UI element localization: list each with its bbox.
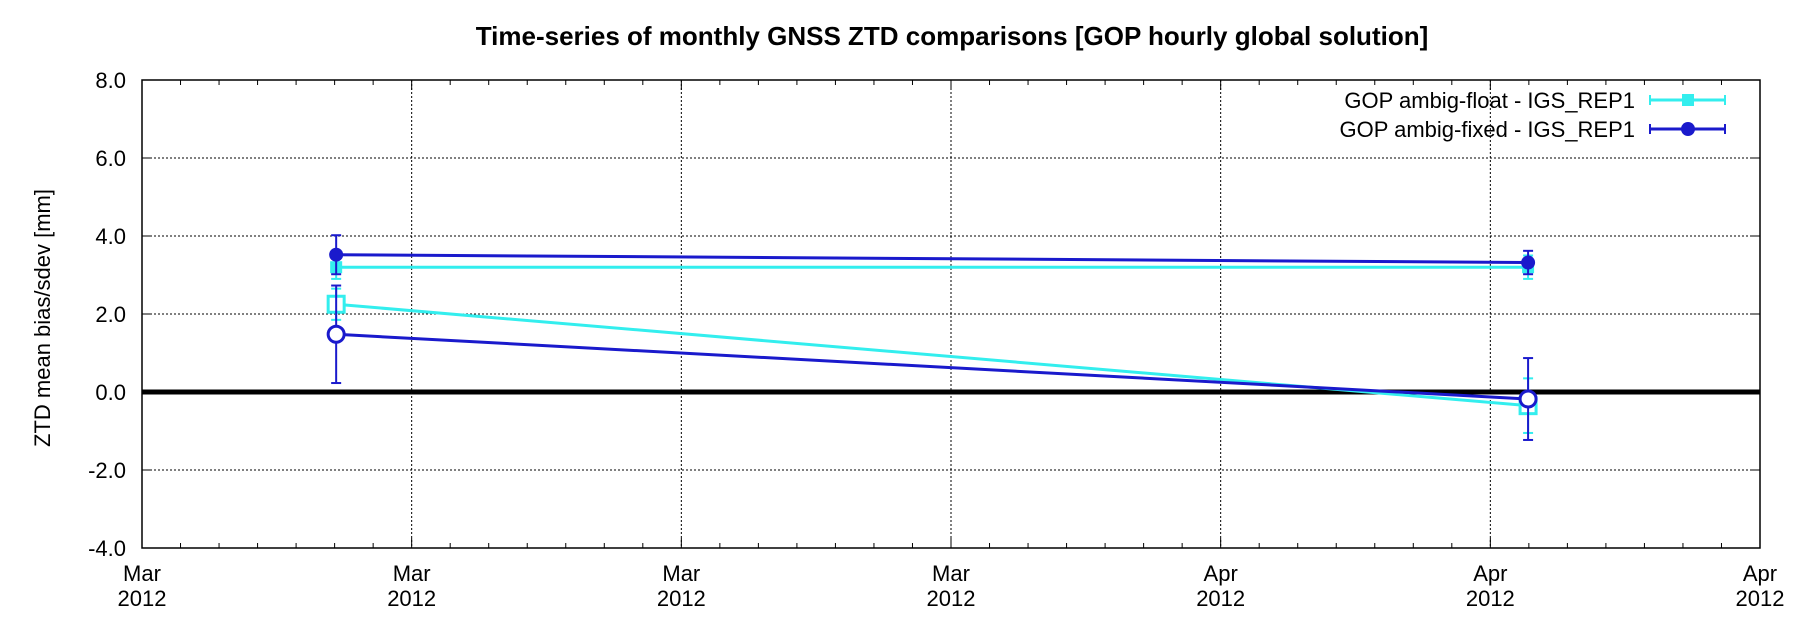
x-tick-label-month: Apr xyxy=(1743,561,1777,586)
legend-label: GOP ambig-float - IGS_REP1 xyxy=(1344,88,1635,113)
x-tick-label-month: Mar xyxy=(662,561,700,586)
x-tick-label-month: Apr xyxy=(1473,561,1507,586)
x-tick-label-year: 2012 xyxy=(1466,586,1515,611)
x-tick-label-month: Apr xyxy=(1204,561,1238,586)
y-tick-label: 4.0 xyxy=(95,224,126,249)
x-tick-label-year: 2012 xyxy=(387,586,436,611)
y-tick-label: 2.0 xyxy=(95,302,126,327)
axes: -4.0-2.00.02.04.06.08.0Mar2012Mar2012Mar… xyxy=(88,68,1784,611)
data-point-sdev xyxy=(329,247,344,262)
data-point-bias xyxy=(1518,389,1538,409)
x-tick-label-month: Mar xyxy=(932,561,970,586)
y-tick-label: 0.0 xyxy=(95,380,126,405)
series-layer xyxy=(326,234,1538,441)
grid xyxy=(142,80,1760,548)
legend: GOP ambig-float - IGS_REP1 GOP ambig-fixe… xyxy=(1340,88,1726,142)
legend-label: GOP ambig-fixed - IGS_REP1 xyxy=(1340,117,1636,142)
series-bias-line xyxy=(336,332,1529,401)
data-point-sdev xyxy=(1521,255,1536,270)
chart-title: Time-series of monthly GNSS ZTD comparis… xyxy=(476,21,1429,51)
x-tick-label-year: 2012 xyxy=(1736,586,1785,611)
x-tick-label-year: 2012 xyxy=(657,586,706,611)
y-axis-label: ZTD mean bias/sdev [mm] xyxy=(30,189,55,447)
x-tick-label-month: Mar xyxy=(393,561,431,586)
legend-marker xyxy=(1681,122,1695,136)
y-tick-label: 6.0 xyxy=(95,146,126,171)
y-tick-label: -2.0 xyxy=(88,458,126,483)
data-point-bias xyxy=(326,324,346,344)
plot-frame xyxy=(141,79,1761,549)
x-tick-label-year: 2012 xyxy=(927,586,976,611)
y-tick-label: -4.0 xyxy=(88,536,126,561)
x-tick-label-year: 2012 xyxy=(118,586,167,611)
y-tick-label: 8.0 xyxy=(95,68,126,93)
x-tick-label-month: Mar xyxy=(123,561,161,586)
legend-marker xyxy=(1682,94,1694,106)
x-tick-label-year: 2012 xyxy=(1196,586,1245,611)
series-sdev-line xyxy=(336,253,1529,265)
